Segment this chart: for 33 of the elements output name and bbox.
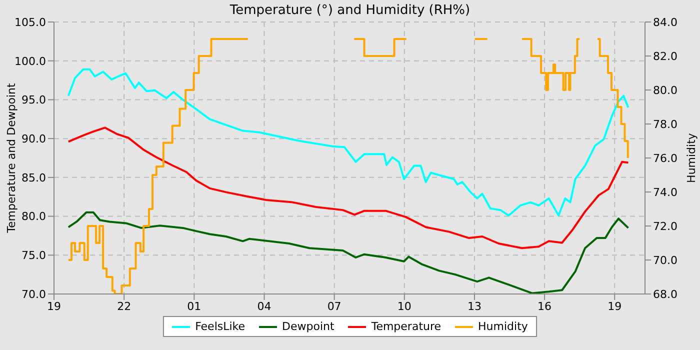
y-tick-label: 100.0: [14, 54, 46, 68]
x-tick-label: 04: [257, 300, 272, 313]
y2-tick-label: 80.0: [653, 84, 678, 97]
x-tick-label: 13: [467, 300, 482, 313]
x-tick-label: 10: [397, 300, 412, 313]
x-tick-label: 07: [327, 300, 342, 313]
x-tick-label: 19: [608, 300, 622, 313]
x-tick-label: 01: [187, 300, 202, 313]
y-tick-label: 80.0: [22, 210, 46, 224]
y2-tick-label: 74.0: [653, 186, 678, 199]
y-tick-label: 75.0: [22, 249, 46, 262]
y2-tick-label: 78.0: [653, 118, 678, 131]
legend-label: FeelsLike: [195, 320, 246, 333]
y-tick-label: 90.0: [22, 132, 46, 146]
legend-label: Dewpoint: [282, 320, 334, 333]
y-tick-label: 95.0: [22, 94, 46, 107]
x-tick-label: 16: [538, 300, 552, 313]
y2-tick-label: 76.0: [653, 152, 678, 165]
y-tick-label: 70.0: [22, 288, 46, 301]
legend-label: Temperature: [371, 320, 442, 333]
y2-tick-label: 68.0: [653, 288, 678, 301]
y-axis-title: Temperature and Dewpoint: [4, 82, 18, 234]
y-tick-label: 85.0: [22, 171, 46, 184]
y2-tick-label: 82.0: [653, 50, 678, 63]
y2-axis-title: Humidity: [684, 132, 698, 183]
x-tick-label: 19: [47, 300, 61, 313]
legend-label: Humidity: [478, 320, 528, 333]
x-tick-label: 22: [117, 300, 132, 313]
y2-tick-label: 70.0: [653, 254, 678, 267]
y-tick-label: 105.0: [14, 16, 46, 29]
y2-tick-label: 72.0: [653, 220, 678, 233]
chart-title: Temperature (°) and Humidity (RH%): [230, 3, 470, 18]
y2-tick-label: 84.0: [653, 16, 678, 29]
